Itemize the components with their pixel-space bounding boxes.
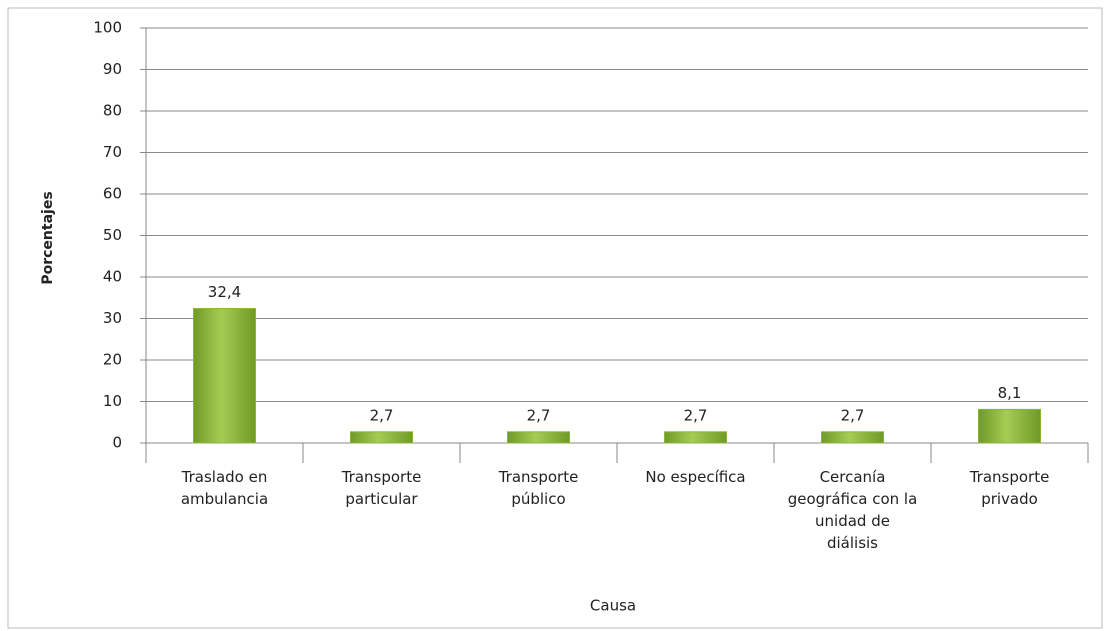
value-label: 2,7: [370, 406, 394, 424]
value-label: 2,7: [527, 406, 551, 424]
y-tick-label: 90: [103, 60, 122, 78]
value-label: 2,7: [684, 406, 708, 424]
y-tick-label: 80: [103, 102, 122, 120]
x-axis-label: Causa: [590, 597, 636, 615]
y-tick-label: 40: [103, 268, 122, 286]
value-label: 8,1: [998, 384, 1022, 402]
value-label: 2,7: [841, 406, 865, 424]
bar: [978, 408, 1041, 444]
y-axis-label: Porcentajes: [40, 191, 56, 284]
bar: [821, 431, 884, 444]
y-tick-label: 10: [103, 392, 122, 410]
bar: [664, 431, 727, 444]
bar: [350, 431, 413, 444]
x-tick-label: Transporte privado: [969, 468, 1050, 508]
x-tick-label: Traslado en ambulancia: [180, 468, 269, 508]
y-tick-label: 60: [103, 185, 122, 203]
bar: [507, 431, 570, 444]
x-tick-label: Transporte público: [498, 468, 579, 508]
y-tick-label: 50: [103, 226, 122, 244]
y-tick-label: 0: [112, 434, 122, 452]
bar: [193, 308, 256, 444]
y-tick-label: 20: [103, 351, 122, 369]
value-label: 32,4: [208, 283, 241, 301]
x-tick-label: Transporte particular: [341, 468, 422, 508]
y-tick-label: 100: [93, 19, 122, 37]
y-tick-label: 30: [103, 309, 122, 327]
y-tick-label: 70: [103, 143, 122, 161]
x-tick-label: No específica: [645, 468, 746, 486]
x-tick-label: Cercanía geográfica con la unidad de diá…: [787, 468, 918, 552]
